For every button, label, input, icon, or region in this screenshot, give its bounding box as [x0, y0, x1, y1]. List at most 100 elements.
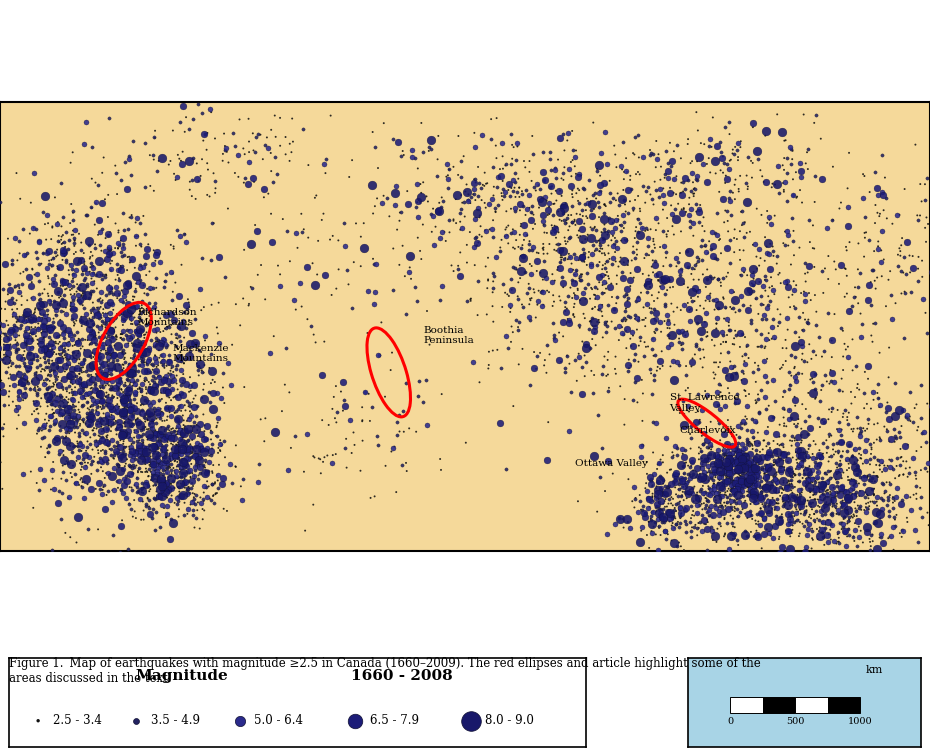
Point: [134, 547, 149, 559]
Point: [722, 448, 737, 460]
Point: [551, 327, 566, 339]
Point: [536, 273, 551, 285]
Point: [189, 441, 204, 453]
Point: [70, 336, 85, 348]
Point: [110, 475, 125, 487]
Point: [775, 500, 790, 512]
Point: [875, 186, 890, 199]
Point: [57, 340, 72, 352]
Point: [644, 274, 658, 286]
Point: [659, 501, 674, 513]
Point: [179, 414, 194, 427]
Point: [47, 389, 62, 401]
Point: [180, 424, 195, 436]
Point: [653, 454, 668, 466]
Point: [776, 475, 790, 487]
Point: [116, 249, 131, 261]
Point: [761, 290, 776, 302]
Point: [146, 468, 161, 480]
Point: [578, 350, 592, 362]
Point: [152, 490, 166, 502]
Point: [361, 388, 376, 400]
Point: [130, 416, 145, 428]
Point: [183, 420, 198, 432]
Point: [857, 471, 871, 483]
Point: [633, 439, 648, 451]
Point: [672, 326, 687, 338]
Point: [700, 461, 715, 473]
Point: [70, 375, 85, 387]
Point: [95, 223, 110, 235]
Point: [739, 480, 754, 492]
Point: [635, 504, 650, 516]
Point: [733, 492, 748, 504]
Point: [632, 205, 647, 217]
Point: [564, 209, 578, 221]
Point: [153, 334, 167, 347]
Point: [180, 483, 195, 495]
Point: [93, 385, 108, 397]
Point: [68, 304, 83, 316]
Point: [781, 497, 796, 509]
Point: [104, 496, 119, 508]
Point: [763, 263, 777, 275]
Point: [631, 295, 646, 307]
Point: [516, 234, 531, 246]
Point: [682, 405, 697, 418]
Point: [675, 337, 690, 349]
Point: [148, 132, 163, 144]
Point: [698, 225, 712, 237]
Point: [802, 460, 817, 472]
Point: [186, 113, 201, 125]
Point: [338, 400, 352, 412]
Point: [21, 316, 36, 328]
Point: [759, 440, 774, 452]
Point: [170, 403, 185, 415]
Point: [170, 332, 185, 344]
Point: [594, 226, 609, 238]
Point: [285, 112, 299, 125]
Point: [301, 159, 316, 171]
Point: [152, 450, 166, 462]
Point: [122, 280, 137, 292]
Point: [579, 338, 594, 350]
Point: [751, 498, 766, 510]
Point: [128, 425, 143, 437]
Point: [410, 196, 425, 208]
Point: [115, 328, 130, 341]
Point: [57, 337, 72, 350]
Point: [123, 299, 138, 311]
Point: [164, 431, 179, 443]
Point: [670, 301, 684, 313]
Point: [648, 224, 663, 236]
Point: [788, 399, 803, 411]
Point: [737, 384, 751, 396]
Point: [545, 268, 560, 280]
Point: [719, 423, 734, 435]
Point: [584, 223, 599, 235]
Point: [179, 395, 194, 407]
Point: [780, 507, 795, 519]
Point: [110, 402, 125, 414]
Point: [890, 452, 905, 464]
Point: [766, 455, 781, 467]
Point: [724, 479, 738, 491]
Point: [154, 441, 169, 453]
Point: [219, 505, 234, 517]
Point: [565, 143, 580, 156]
Point: [791, 468, 806, 480]
Point: [142, 149, 157, 162]
Point: [111, 226, 126, 239]
Point: [94, 371, 109, 384]
Point: [146, 153, 161, 165]
Point: [722, 476, 737, 488]
Point: [115, 445, 130, 457]
Point: [714, 491, 729, 503]
Point: [148, 350, 163, 362]
Point: [893, 250, 908, 262]
Point: [679, 360, 694, 372]
Point: [544, 276, 559, 288]
Point: [789, 463, 804, 475]
Point: [186, 492, 201, 504]
Point: [807, 196, 822, 208]
